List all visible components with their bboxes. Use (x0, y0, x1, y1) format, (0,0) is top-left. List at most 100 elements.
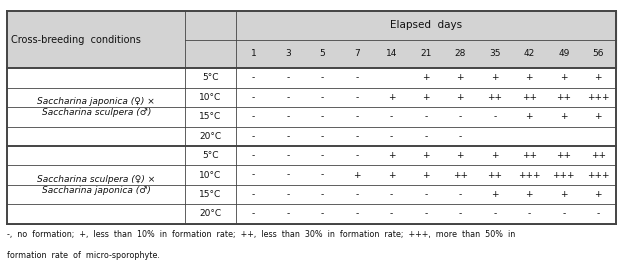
Text: +: + (491, 190, 498, 199)
Polygon shape (7, 185, 616, 204)
Text: -: - (321, 209, 324, 218)
Text: -,  no  formation;  +,  less  than  10%  in  formation  rate;  ++,  less  than  : -, no formation; +, less than 10% in for… (7, 230, 516, 239)
Polygon shape (7, 107, 616, 127)
Polygon shape (7, 88, 616, 107)
Text: -: - (459, 132, 462, 141)
Text: 15°C: 15°C (199, 190, 222, 199)
Text: 14: 14 (386, 49, 397, 59)
Text: -: - (252, 209, 255, 218)
Text: -: - (286, 190, 290, 199)
Text: 1: 1 (250, 49, 256, 59)
Text: Elapsed  days: Elapsed days (390, 20, 462, 30)
Text: 21: 21 (420, 49, 432, 59)
Text: -: - (390, 112, 393, 121)
Text: +: + (422, 170, 430, 180)
Text: -: - (286, 112, 290, 121)
Text: -: - (321, 190, 324, 199)
Text: -: - (493, 209, 497, 218)
Text: ++: ++ (522, 93, 537, 102)
Text: -: - (355, 73, 358, 82)
Text: -: - (355, 190, 358, 199)
Text: +: + (353, 170, 361, 180)
Text: -: - (424, 112, 427, 121)
Text: -: - (459, 112, 462, 121)
Text: +: + (457, 73, 464, 82)
Text: +: + (594, 190, 602, 199)
Polygon shape (7, 165, 616, 185)
Text: -: - (493, 112, 497, 121)
Text: -: - (321, 73, 324, 82)
Text: +++: +++ (518, 170, 541, 180)
Text: -: - (252, 112, 255, 121)
Text: +: + (594, 73, 602, 82)
Text: 15°C: 15°C (199, 112, 222, 121)
Text: Saccharina sculpera (♂): Saccharina sculpera (♂) (42, 108, 151, 117)
Text: -: - (321, 112, 324, 121)
Text: 56: 56 (592, 49, 604, 59)
Text: 49: 49 (558, 49, 569, 59)
Text: +++: +++ (587, 170, 609, 180)
Text: -: - (355, 132, 358, 141)
Text: Saccharina japonica (♂): Saccharina japonica (♂) (42, 186, 151, 195)
Text: 5°C: 5°C (202, 151, 219, 160)
Text: -: - (286, 151, 290, 160)
Text: +: + (526, 190, 533, 199)
Text: +: + (457, 93, 464, 102)
Text: +: + (422, 93, 430, 102)
Text: +: + (422, 73, 430, 82)
Text: -: - (355, 209, 358, 218)
Text: -: - (321, 93, 324, 102)
Text: -: - (252, 132, 255, 141)
Text: -: - (252, 73, 255, 82)
Text: -: - (286, 132, 290, 141)
Text: +: + (560, 73, 568, 82)
Text: -: - (390, 132, 393, 141)
Text: -: - (459, 190, 462, 199)
Polygon shape (7, 146, 616, 165)
Text: -: - (528, 209, 531, 218)
Text: -: - (355, 112, 358, 121)
Text: +: + (388, 170, 395, 180)
Text: ++: ++ (556, 151, 571, 160)
Text: -: - (424, 209, 427, 218)
Text: 5°C: 5°C (202, 73, 219, 82)
Text: 5: 5 (320, 49, 325, 59)
Text: +: + (388, 151, 395, 160)
Text: -: - (286, 73, 290, 82)
Text: +: + (457, 151, 464, 160)
Text: +++: +++ (553, 170, 575, 180)
Text: -: - (355, 93, 358, 102)
Text: -: - (286, 93, 290, 102)
Text: -: - (252, 151, 255, 160)
Text: -: - (321, 170, 324, 180)
Text: ++: ++ (522, 151, 537, 160)
Text: 7: 7 (354, 49, 359, 59)
Polygon shape (7, 127, 616, 146)
Text: -: - (355, 151, 358, 160)
Polygon shape (7, 68, 616, 88)
Text: +: + (491, 73, 498, 82)
Text: +: + (594, 112, 602, 121)
Text: +++: +++ (587, 93, 609, 102)
Text: 35: 35 (489, 49, 500, 59)
Text: +: + (560, 112, 568, 121)
Text: 28: 28 (455, 49, 466, 59)
Polygon shape (7, 40, 616, 68)
Text: +: + (422, 151, 430, 160)
Text: -: - (252, 93, 255, 102)
Text: Saccharina japonica (♀) ×: Saccharina japonica (♀) × (37, 97, 155, 106)
Text: ++: ++ (453, 170, 468, 180)
Text: +: + (526, 112, 533, 121)
Text: -: - (424, 190, 427, 199)
Polygon shape (7, 204, 616, 224)
Text: Saccharina sculpera (♀) ×: Saccharina sculpera (♀) × (37, 175, 155, 184)
Text: +: + (560, 190, 568, 199)
Text: -: - (390, 209, 393, 218)
Text: -: - (424, 132, 427, 141)
Text: -: - (286, 209, 290, 218)
Text: 20°C: 20°C (199, 132, 222, 141)
Polygon shape (7, 11, 616, 40)
Text: ++: ++ (487, 93, 502, 102)
Text: -: - (321, 151, 324, 160)
Text: +: + (388, 93, 395, 102)
